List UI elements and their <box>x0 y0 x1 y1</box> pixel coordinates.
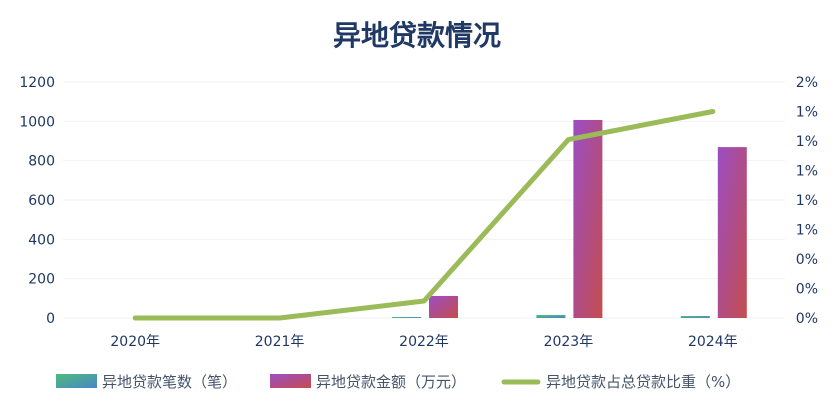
y-left-tick-label: 1200 <box>19 75 55 91</box>
bar-count <box>680 316 710 318</box>
y-left-tick-label: 600 <box>28 193 55 209</box>
y-left-tick-label: 800 <box>28 154 55 170</box>
y-left-tick-label: 400 <box>28 232 55 248</box>
legend-label: 异地贷款笔数（笔） <box>102 373 237 391</box>
x-tick-label: 2022年 <box>399 334 449 350</box>
y-left-tick-label: 1000 <box>19 114 55 130</box>
y-right-tick-label: 1% <box>796 134 818 150</box>
y-left-tick-label: 200 <box>28 272 55 288</box>
x-tick-label: 2020年 <box>110 334 160 350</box>
y-right-tick-label: 0% <box>796 311 818 327</box>
x-tick-label: 2023年 <box>544 334 594 350</box>
bar-amount <box>717 147 747 318</box>
y-left-tick-label: 0 <box>46 311 55 327</box>
x-tick-label: 2024年 <box>688 334 738 350</box>
chart-title: 异地贷款情况 <box>332 19 501 52</box>
y-right-tick-label: 0% <box>796 252 818 268</box>
bar-amount <box>429 295 458 318</box>
ratio-line <box>132 109 716 321</box>
legend-label: 异地贷款金额（万元） <box>316 373 466 391</box>
bar-count <box>392 317 421 318</box>
legend-swatch <box>270 374 311 388</box>
y-right-tick-label: 0% <box>796 282 818 298</box>
y-right-tick-label: 2% <box>796 75 818 91</box>
bar-amount <box>573 119 603 318</box>
y-right-tick-label: 1% <box>796 164 818 180</box>
bar-count <box>536 315 566 318</box>
legend-swatch <box>56 374 97 388</box>
x-tick-label: 2021年 <box>255 334 305 350</box>
legend-label: 异地贷款占总贷款比重（%） <box>546 373 740 391</box>
y-right-tick-label: 1% <box>796 105 818 121</box>
y-right-tick-label: 1% <box>796 193 818 209</box>
y-right-tick-label: 1% <box>796 223 818 239</box>
